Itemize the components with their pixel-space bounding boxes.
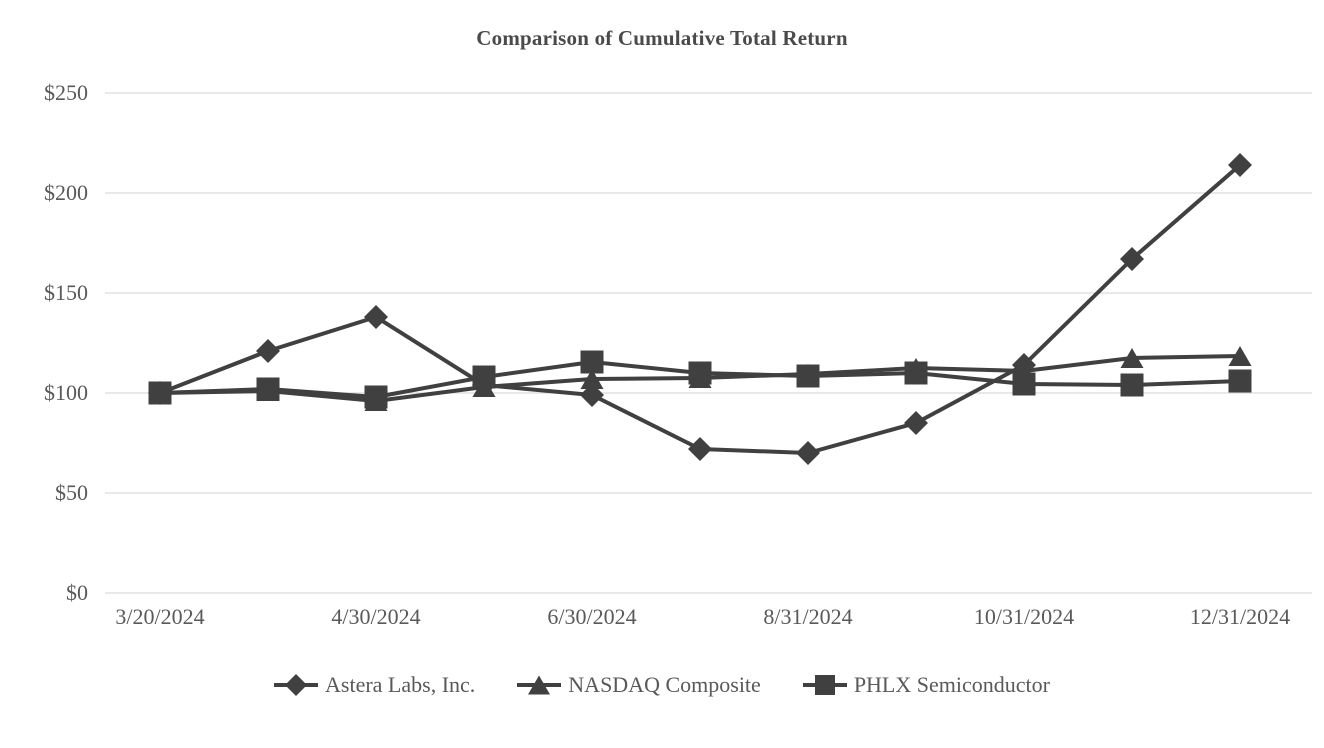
legend-item-square: PHLX Semiconductor	[802, 670, 1050, 700]
triangle-marker	[1120, 348, 1144, 368]
x-tick-label: 4/30/2024	[331, 604, 421, 629]
diamond-marker	[1120, 247, 1144, 271]
square-marker	[1120, 373, 1144, 397]
square-marker	[256, 377, 280, 401]
x-tick-label: 3/20/2024	[115, 604, 205, 629]
diamond-marker	[904, 411, 928, 435]
diamond-marker	[796, 441, 820, 465]
square-marker	[364, 385, 388, 409]
legend-item-diamond: Astera Labs, Inc.	[274, 670, 475, 700]
legend-label: NASDAQ Composite	[568, 672, 761, 697]
square-marker	[580, 350, 604, 374]
y-tick-label: $0	[66, 580, 88, 605]
diamond-marker	[256, 339, 280, 363]
triangle-marker	[528, 675, 551, 695]
diamond-marker	[285, 674, 308, 696]
legend: Astera Labs, Inc. NASDAQ Composite PHLX Se…	[0, 670, 1324, 700]
chart-title: Comparison of Cumulative Total Return	[476, 26, 848, 50]
x-tick-label: 8/31/2024	[763, 604, 853, 629]
diamond-marker	[580, 383, 604, 407]
y-tick-label: $250	[44, 80, 88, 105]
square-marker	[688, 361, 712, 385]
series-diamond	[148, 153, 1252, 465]
series-square	[148, 350, 1252, 409]
diamond-icon	[274, 674, 319, 696]
legend-label: Astera Labs, Inc.	[325, 672, 476, 697]
y-tick-label: $100	[44, 380, 88, 405]
series-line-diamond	[159, 163, 1242, 455]
diamond-marker	[364, 305, 388, 329]
y-tick-label: $50	[55, 480, 88, 505]
y-tick-label: $150	[44, 280, 88, 305]
legend-item-triangle: NASDAQ Composite	[517, 670, 761, 700]
square-marker	[1012, 372, 1036, 396]
square-marker	[1228, 369, 1252, 393]
diamond-marker	[1012, 353, 1036, 377]
triangle-marker	[580, 369, 604, 389]
y-tick-label: $200	[44, 180, 88, 205]
square-marker	[814, 675, 835, 695]
x-tick-label: 6/30/2024	[547, 604, 637, 629]
square-marker	[472, 365, 496, 389]
square-marker	[904, 361, 928, 385]
diamond-marker	[688, 437, 712, 461]
triangle-icon	[517, 675, 562, 695]
square-marker	[148, 381, 172, 405]
x-tick-label: 10/31/2024	[973, 604, 1075, 629]
square-marker	[796, 364, 820, 388]
legend-label: PHLX Semiconductor	[853, 672, 1050, 697]
diamond-marker	[1228, 153, 1252, 177]
x-tick-label: 12/31/2024	[1189, 604, 1291, 629]
square-icon	[802, 675, 847, 695]
triangle-marker	[1228, 346, 1252, 366]
